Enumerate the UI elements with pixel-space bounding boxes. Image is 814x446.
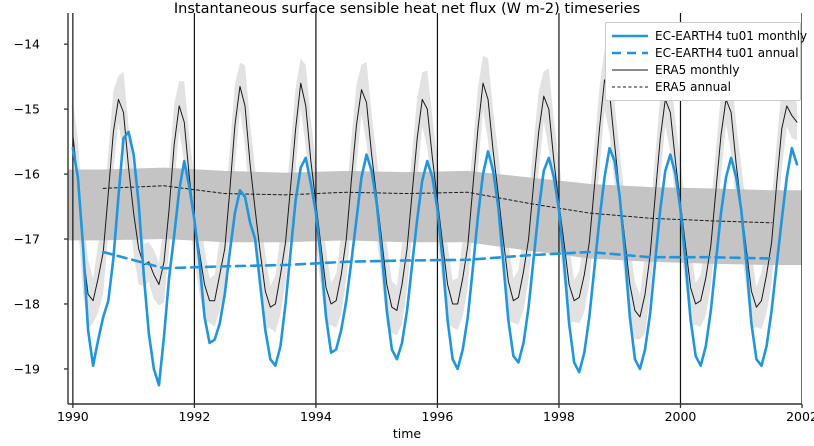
chart-title: Instantaneous surface sensible heat net …	[173, 1, 641, 17]
line-ec-earth4-annual	[101, 250, 773, 270]
x-tick-label: 2000	[664, 409, 697, 424]
y-tick-label: −19	[13, 361, 40, 377]
x-tick-label: 1994	[300, 409, 332, 424]
x-tick-label: 1990	[56, 409, 89, 424]
legend-line-icon	[611, 63, 649, 77]
legend-line-icon	[611, 29, 649, 43]
x-tick-label: 2002	[786, 409, 814, 424]
legend-label: EC-EARTH4 tu01 monthly	[655, 28, 808, 43]
y-axis-tick-labels: −14 −15 −16 −17 −18 −19	[0, 0, 40, 446]
x-tick-label: 1996	[421, 409, 454, 424]
legend-label: EC-EARTH4 tu01 annual	[655, 45, 799, 60]
legend-line-icon	[611, 80, 649, 94]
legend-item: EC-EARTH4 tu01 monthly	[611, 27, 807, 44]
chart-legend: EC-EARTH4 tu01 monthly EC-EARTH4 tu01 ann…	[605, 22, 807, 101]
legend-item: ERA5 annual	[611, 78, 795, 95]
legend-label: ERA5 annual	[655, 79, 731, 94]
legend-label: ERA5 monthly	[655, 62, 740, 77]
line-era5-annual	[102, 185, 773, 224]
x-axis-label: time	[392, 426, 422, 441]
plot-content	[68, 13, 802, 404]
x-tick-label: 1998	[543, 409, 575, 424]
line-ec-earth4-monthly	[71, 130, 799, 387]
legend-item: ERA5 monthly	[611, 61, 795, 78]
x-tick-label: 1992	[178, 409, 211, 424]
y-tick-label: −15	[13, 101, 40, 117]
legend-line-icon	[611, 46, 649, 60]
y-tick-label: −14	[13, 36, 40, 52]
y-tick-label: −18	[13, 296, 40, 312]
y-tick-label: −17	[13, 231, 40, 247]
legend-item: EC-EARTH4 tu01 annual	[611, 44, 799, 61]
y-tick-label: −16	[13, 166, 40, 182]
